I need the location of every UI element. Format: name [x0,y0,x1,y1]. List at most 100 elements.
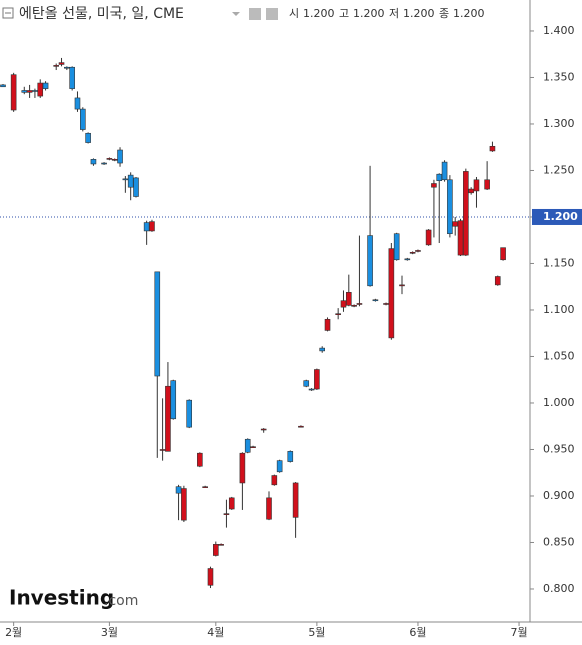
candle-body [340,300,347,308]
settings-icon[interactable] [249,8,261,20]
candle-body [447,179,453,235]
candle-body [388,248,395,339]
ohlc-legend: 시 1.200 고 1.200 저 1.200 종 1.200 [289,7,485,20]
candle-body [463,171,469,256]
candle-body [143,222,150,232]
x-tick-label: 2월 [5,626,22,639]
y-tick-label: 0.850 [543,535,575,548]
candle-body [197,452,203,467]
candle-body [489,145,496,152]
candle-body [239,452,246,484]
candle-body [90,159,97,165]
y-tick-label: 1.000 [543,396,575,409]
candle-body [218,544,224,546]
candle-body [127,174,134,188]
candle-body [473,179,480,192]
candle-body [468,188,474,194]
candle-body [101,162,107,165]
y-tick-label: 0.950 [543,442,575,455]
candle-body [298,425,304,428]
candle-body [260,428,267,431]
candle-body [159,449,166,451]
candle-body [436,173,443,182]
legend-label: 고 [339,7,349,20]
logo-suffix: .com [104,593,138,609]
candle-body [80,108,86,130]
candle-body [351,305,357,307]
legend-value: 1.200 [453,7,485,20]
candle-body [457,220,464,256]
legend-value: 1.200 [403,7,435,20]
candle-body [271,475,278,486]
candle-body [383,303,389,305]
candle-body [319,347,326,352]
candle-body [64,66,70,69]
candle-body [425,229,432,246]
gear-icon[interactable] [266,8,278,20]
y-tick-label: 1.100 [543,303,575,316]
y-tick-label: 0.800 [543,582,575,595]
legend-label: 시 [289,7,299,20]
candle-body [266,497,272,520]
candle-body [207,568,214,586]
candle-body [452,221,459,227]
candle-body [356,303,363,305]
collapse-icon[interactable] [2,7,14,19]
x-tick-label: 4월 [207,626,224,639]
candle-body [292,482,299,518]
candle-body [287,451,294,462]
legend-label: 종 [439,7,449,20]
candle-body [58,62,65,65]
candle-body [345,292,352,306]
candle-body [314,369,320,390]
candle-body [69,66,75,89]
y-tick-label: 0.900 [543,489,575,502]
candle-body [37,82,44,97]
y-tick-label: 1.150 [543,256,575,269]
candle-body [154,271,161,377]
candle-body [32,90,38,92]
logo: Investing .com [9,586,138,610]
candle-body [335,313,341,315]
candle-body [372,299,379,302]
candle-body [415,250,421,252]
legend-value: 1.200 [303,7,335,20]
y-tick-label: 1.350 [543,70,575,83]
y-tick-label: 1.050 [543,349,575,362]
candle-body [223,513,230,515]
candle-body [10,74,17,111]
x-tick-label: 3월 [101,626,118,639]
candle-body [111,159,118,161]
candle-body [393,233,400,261]
logo-main: Investing [9,586,114,610]
candle-body [244,438,251,453]
candle-body [181,488,187,521]
candle-body [399,284,405,287]
candle-body [484,179,490,190]
candle-body [74,97,81,110]
candle-body [0,84,6,88]
candle-body [441,161,448,181]
y-tick-label: 1.250 [543,163,575,176]
x-tick-label: 5월 [308,626,325,639]
chart-title: 에탄올 선물, 미국, 일, CME [19,6,184,22]
x-tick-label: 6월 [409,626,426,639]
candle-body [409,252,416,254]
candle-body [213,544,219,556]
last-price-box [532,208,582,225]
candle-body [149,221,155,232]
candle-body [494,276,501,286]
candle-body [276,460,283,473]
candle-body [21,90,28,93]
legend-label: 저 [389,7,399,20]
candle-body [308,388,315,391]
candle-body [303,380,310,387]
y-tick-label: 1.300 [543,117,575,130]
candle-body [202,486,208,488]
dropdown-caret[interactable] [232,12,240,16]
x-tick-label: 7월 [510,626,527,639]
candle-body [228,497,235,510]
candle-body [53,65,60,67]
